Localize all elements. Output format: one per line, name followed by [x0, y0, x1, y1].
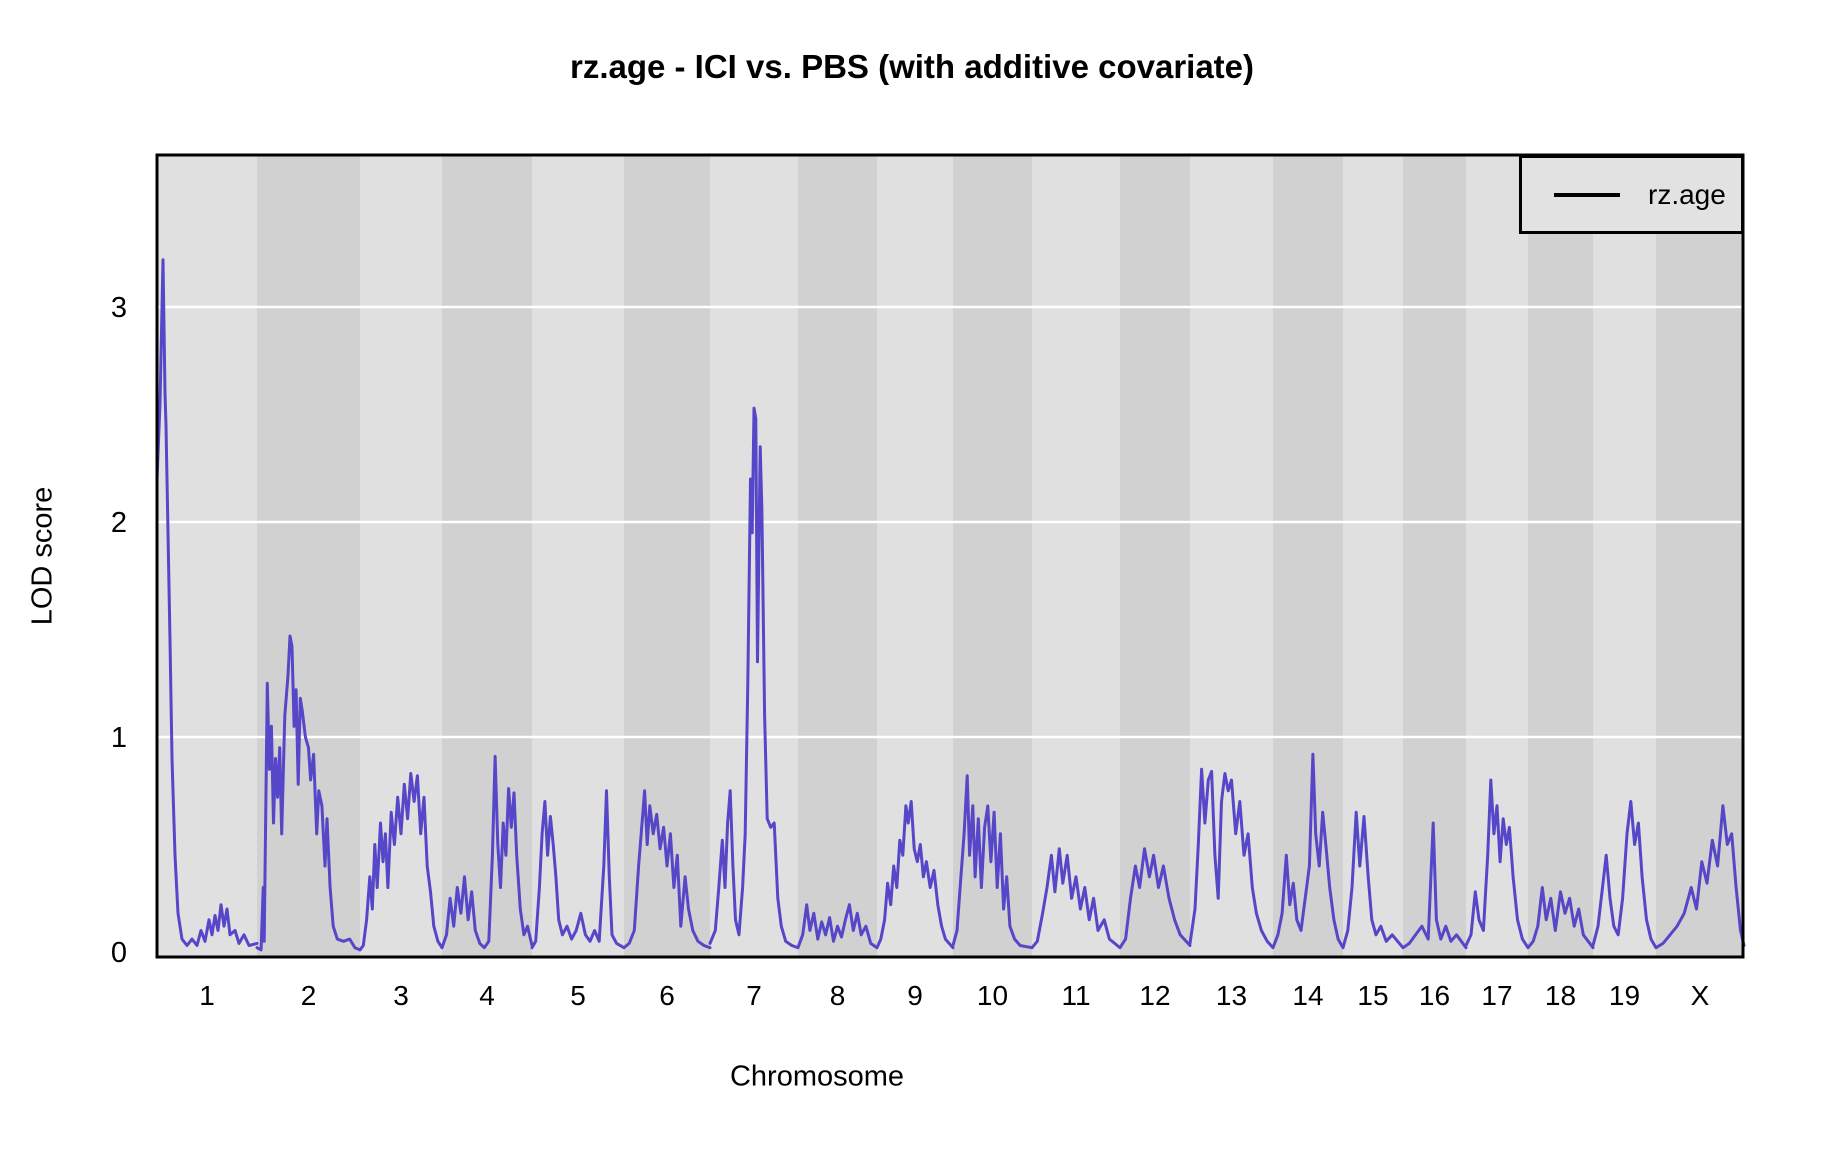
x-tick-label-10: 10	[977, 980, 1008, 1011]
x-tick-label-6: 6	[659, 980, 675, 1011]
chr-band-13	[1190, 155, 1273, 957]
chr-band-15	[1343, 155, 1403, 957]
chr-band-6	[624, 155, 710, 957]
plot-frame	[155, 153, 1745, 959]
x-tick-label-X: X	[1691, 980, 1710, 1011]
x-tick-label-19: 19	[1609, 980, 1640, 1011]
lod-curve	[155, 258, 1746, 952]
x-tick-label-1: 1	[199, 980, 215, 1011]
chr-band-17	[1466, 155, 1528, 957]
x-tick-label-4: 4	[479, 980, 495, 1011]
y-tick-label-3: 3	[111, 292, 127, 324]
y-axis-title: LOD score	[26, 486, 59, 626]
chart-title: rz.age - ICI vs. PBS (with additive cova…	[569, 48, 1255, 85]
y-tick-label-0: 0	[111, 937, 127, 969]
x-tick-label-3: 3	[393, 980, 409, 1011]
x-tick-label-16: 16	[1419, 980, 1450, 1011]
x-tick-label-17: 17	[1481, 980, 1512, 1011]
chr-band-4	[442, 155, 532, 957]
chr-band-3	[360, 155, 442, 957]
x-tick-label-9: 9	[907, 980, 923, 1011]
y-tick-label-1: 1	[111, 722, 127, 754]
chr-band-9	[877, 155, 953, 957]
x-tick-label-11: 11	[1061, 980, 1090, 1011]
chr-band-19	[1593, 155, 1656, 957]
chr-band-14	[1273, 155, 1343, 957]
chr-band-X	[1656, 155, 1744, 957]
x-tick-label-14: 14	[1292, 980, 1323, 1011]
chr-band-18	[1528, 155, 1593, 957]
x-tick-label-13: 13	[1216, 980, 1247, 1011]
legend-line-sample	[1554, 192, 1620, 197]
chr-band-7	[710, 155, 798, 957]
x-tick-label-12: 12	[1139, 980, 1170, 1011]
legend-box: rz.age	[1519, 155, 1744, 234]
chr-band-1	[157, 155, 257, 957]
x-axis-title: Chromosome	[729, 1060, 905, 1093]
x-tick-label-18: 18	[1545, 980, 1576, 1011]
chr-band-8	[798, 155, 877, 957]
x-tick-label-8: 8	[830, 980, 846, 1011]
x-tick-label-5: 5	[570, 980, 586, 1011]
y-tick-label-2: 2	[111, 507, 127, 539]
legend-label: rz.age	[1648, 178, 1726, 210]
x-tick-label-15: 15	[1357, 980, 1388, 1011]
x-tick-label-7: 7	[746, 980, 762, 1011]
chr-band-12	[1120, 155, 1190, 957]
chr-band-2	[257, 155, 360, 957]
x-tick-label-2: 2	[301, 980, 317, 1011]
chr-band-11	[1032, 155, 1120, 957]
